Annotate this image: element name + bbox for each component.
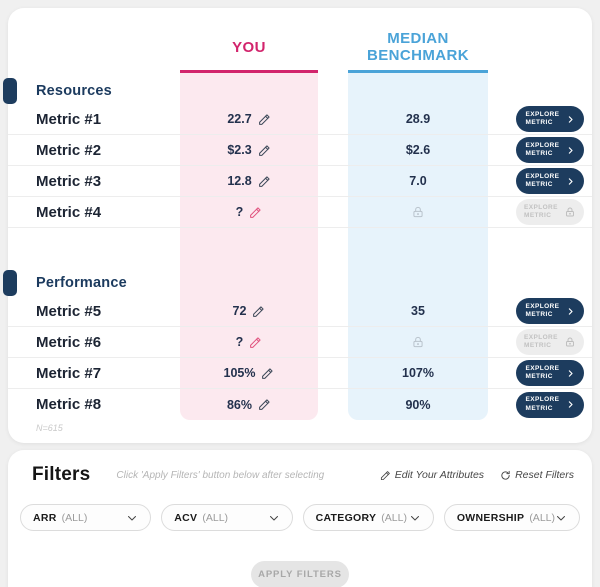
table-row: Metric #6 ? EXPLORE METRIC [8, 327, 592, 358]
dropdown-category[interactable]: CATEGORY (ALL) [302, 504, 434, 531]
you-value: $2.3 [227, 143, 252, 157]
explore-metric-button[interactable]: EXPLORE METRIC [516, 137, 584, 163]
pencil-icon [380, 470, 390, 480]
edit-pencil-icon[interactable] [258, 144, 271, 157]
edit-pencil-icon[interactable] [252, 305, 265, 318]
you-value: ? [235, 205, 244, 219]
section-title: Resources [36, 83, 112, 99]
table-row: Metric #3 12.8 7.0 EXPLORE METRIC [8, 166, 592, 197]
table-row: Metric #8 86% 90% EXPLORE METRIC [8, 389, 592, 420]
apply-filters-button[interactable]: APPLY FILTERS [251, 561, 349, 587]
benchmark-value: 35 [411, 304, 425, 318]
section-marker [3, 78, 17, 104]
you-value: 12.8 [227, 174, 252, 188]
benchmark-card: YOU MEDIAN BENCHMARK Resources Metric #1… [3, 8, 592, 443]
benchmark-value: 28.9 [405, 112, 431, 126]
chevron-right-icon [568, 401, 573, 408]
you-value: ? [235, 335, 244, 349]
benchmark-column-header: MEDIAN BENCHMARK [367, 30, 469, 65]
table-row: Metric #4 ? EXPLORE METRIC [8, 197, 592, 228]
chevron-right-icon [568, 369, 573, 377]
sample-size-note: N=615 [36, 423, 63, 433]
benchmark-value: 90% [405, 397, 431, 412]
benchmark-value: $2.6 [405, 143, 431, 157]
edit-pencil-icon[interactable] [249, 206, 262, 219]
lock-icon [566, 337, 574, 347]
explore-metric-button-locked: EXPLORE METRIC [516, 329, 584, 355]
chevron-down-icon [410, 515, 419, 520]
lock-icon [413, 336, 423, 348]
dropdown-ownership[interactable]: OWNERSHIP (ALL) [443, 504, 580, 531]
metric-label: Metric #3 [36, 172, 102, 190]
explore-metric-button[interactable]: EXPLORE METRIC [516, 168, 584, 194]
table-row: Metric #1 22.7 28.9 EXPLORE METRIC [8, 104, 592, 135]
dropdown-acv[interactable]: ACV (ALL) [161, 504, 293, 531]
section-header-performance: Performance [3, 270, 592, 296]
chevron-right-icon [568, 177, 573, 185]
explore-metric-button[interactable]: EXPLORE METRIC [516, 106, 584, 132]
filters-title: Filters [32, 464, 91, 485]
you-value: 86% [226, 397, 253, 412]
dropdown-arr[interactable]: ARR (ALL) [20, 504, 152, 531]
table-row: Metric #5 72 35 EXPLORE METRIC [8, 296, 592, 327]
chevron-right-icon [568, 115, 573, 123]
lock-icon [566, 207, 574, 217]
edit-attributes-link[interactable]: Edit Your Attributes [380, 469, 484, 481]
reset-icon [501, 470, 510, 480]
filters-header: Filters Click 'Apply Filters' button bel… [8, 450, 592, 486]
chevron-down-icon [557, 515, 565, 520]
metric-label: Metric #4 [36, 203, 102, 221]
metric-label: Metric #5 [36, 302, 102, 320]
explore-metric-button-locked: EXPLORE METRIC [516, 199, 584, 225]
chevron-right-icon [568, 146, 573, 154]
chevron-down-icon [269, 515, 278, 520]
benchmark-column-background [348, 70, 488, 420]
edit-pencil-icon[interactable] [249, 336, 262, 349]
filter-dropdowns: ARR (ALL) ACV (ALL) CATEGORY (ALL) OWNER… [20, 504, 580, 531]
benchmark-value: 107% [402, 366, 434, 380]
explore-metric-button[interactable]: EXPLORE METRIC [516, 298, 584, 324]
explore-metric-button[interactable]: EXPLORE METRIC [516, 391, 584, 418]
filters-hint: Click 'Apply Filters' button below after… [116, 469, 325, 481]
edit-pencil-icon[interactable] [258, 398, 271, 411]
chevron-down-icon [128, 515, 137, 520]
you-value: 105% [223, 366, 256, 380]
filters-card: Filters Click 'Apply Filters' button bel… [8, 450, 592, 587]
metric-label: Metric #6 [36, 333, 102, 351]
edit-pencil-icon[interactable] [258, 175, 271, 188]
reset-filters-link[interactable]: Reset Filters [500, 469, 574, 481]
metric-label: Metric #2 [36, 141, 102, 159]
edit-pencil-icon[interactable] [258, 113, 271, 126]
edit-pencil-icon[interactable] [261, 367, 274, 380]
you-column-header: YOU [232, 39, 266, 56]
section-gap [8, 228, 592, 270]
chevron-right-icon [568, 307, 573, 315]
you-value: 22.7 [227, 112, 252, 126]
table-row: Metric #7 105% 107% EXPLORE METRIC [8, 358, 592, 389]
metric-label: Metric #1 [36, 110, 102, 128]
metric-label: Metric #8 [36, 396, 102, 413]
section-title: Performance [36, 275, 127, 291]
section-marker [3, 270, 17, 296]
table-row: Metric #2 $2.3 $2.6 EXPLORE METRIC [8, 135, 592, 166]
explore-metric-button[interactable]: EXPLORE METRIC [516, 360, 584, 386]
metric-table: Resources Metric #1 22.7 28.9 EXPLORE ME… [3, 78, 592, 420]
section-header-resources: Resources [3, 78, 592, 104]
you-value: 72 [232, 304, 247, 318]
lock-icon [413, 206, 423, 218]
you-column-background [180, 70, 318, 420]
metric-label: Metric #7 [36, 364, 102, 382]
benchmark-value: 7.0 [409, 174, 427, 188]
